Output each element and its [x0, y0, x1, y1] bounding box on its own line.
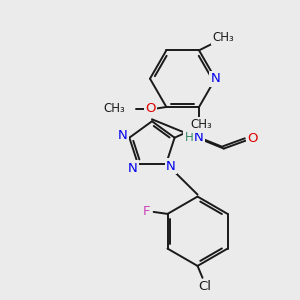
Text: N: N	[128, 162, 138, 175]
Text: H: H	[185, 131, 194, 144]
Text: CH₃: CH₃	[190, 118, 212, 131]
Text: CH₃: CH₃	[212, 31, 234, 44]
Text: O: O	[247, 132, 258, 145]
Text: N: N	[166, 160, 176, 173]
Text: Cl: Cl	[198, 280, 211, 293]
Text: CH₃: CH₃	[103, 103, 125, 116]
Text: F: F	[143, 206, 151, 218]
Text: O: O	[145, 103, 156, 116]
Text: N: N	[194, 131, 204, 144]
Text: N: N	[118, 129, 127, 142]
Text: N: N	[211, 72, 220, 85]
